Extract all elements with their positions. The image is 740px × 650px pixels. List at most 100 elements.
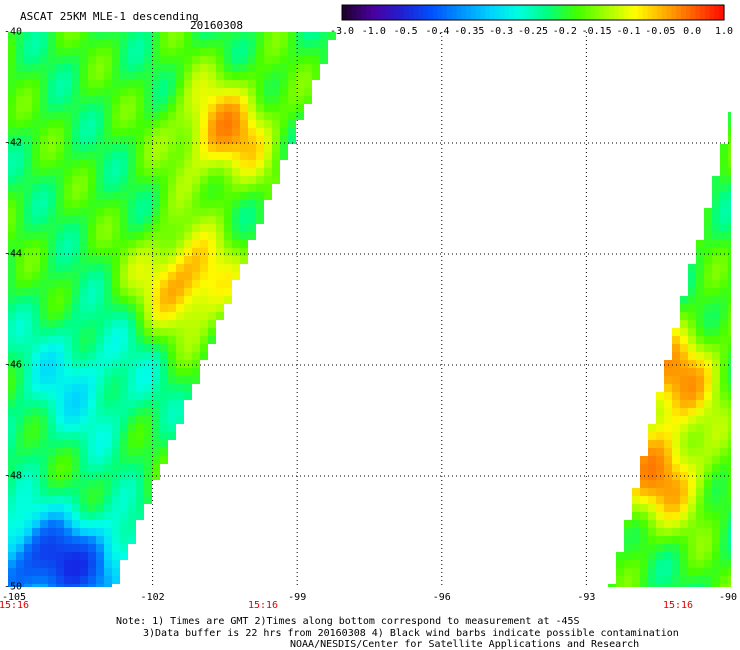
wind-cell — [56, 240, 64, 248]
wind-cell — [16, 528, 24, 536]
wind-cell — [224, 296, 232, 304]
wind-cell — [104, 184, 112, 192]
wind-cell — [696, 560, 704, 568]
wind-cell — [120, 64, 128, 72]
wind-cell — [136, 416, 144, 424]
wind-cell — [168, 304, 176, 312]
wind-cell — [624, 576, 632, 584]
wind-cell — [192, 48, 200, 56]
wind-cell — [688, 400, 696, 408]
wind-cell — [728, 480, 731, 488]
wind-cell — [712, 448, 720, 456]
wind-cell — [728, 424, 731, 432]
wind-cell — [136, 120, 144, 128]
wind-cell — [56, 192, 64, 200]
wind-cell — [704, 464, 712, 472]
wind-cell — [64, 280, 72, 288]
wind-cell — [112, 480, 120, 488]
wind-cell — [24, 352, 32, 360]
wind-cell — [160, 296, 168, 304]
wind-cell — [264, 168, 272, 176]
wind-cell — [104, 320, 112, 328]
wind-cell — [184, 248, 192, 256]
colorbar-segment — [361, 5, 367, 20]
wind-cell — [224, 64, 232, 72]
wind-cell — [24, 296, 32, 304]
colorbar-segment — [380, 5, 386, 20]
wind-cell — [664, 464, 672, 472]
wind-cell — [112, 304, 120, 312]
wind-cell — [144, 464, 152, 472]
wind-cell — [24, 256, 32, 264]
wind-cell — [112, 336, 120, 344]
wind-cell — [128, 160, 136, 168]
wind-cell — [152, 432, 160, 440]
wind-cell — [144, 288, 152, 296]
wind-cell — [40, 360, 48, 368]
wind-cell — [64, 224, 72, 232]
wind-cell — [208, 136, 216, 144]
wind-cell — [688, 384, 696, 392]
wind-cell — [64, 480, 72, 488]
wind-cell — [72, 272, 80, 280]
wind-cell — [80, 264, 88, 272]
wind-cell — [184, 240, 192, 248]
wind-cell — [696, 520, 704, 528]
wind-cell — [112, 256, 120, 264]
wind-cell — [24, 368, 32, 376]
wind-cell — [104, 304, 112, 312]
wind-cell — [712, 504, 720, 512]
wind-cell — [16, 480, 24, 488]
wind-cell — [728, 512, 731, 520]
wind-cell — [688, 520, 696, 528]
wind-cell — [704, 504, 712, 512]
wind-cell — [720, 376, 728, 384]
wind-cell — [48, 88, 56, 96]
wind-cell — [88, 56, 96, 64]
wind-cell — [88, 344, 96, 352]
wind-cell — [40, 216, 48, 224]
wind-cell — [672, 392, 680, 400]
wind-cell — [40, 80, 48, 88]
colorbar-segment — [342, 5, 348, 20]
wind-cell — [208, 40, 216, 48]
wind-cell — [288, 40, 296, 48]
wind-cell — [280, 40, 288, 48]
wind-cell — [152, 304, 160, 312]
wind-cell — [160, 176, 168, 184]
wind-cell — [56, 96, 64, 104]
wind-cell — [8, 576, 16, 584]
wind-cell — [64, 528, 72, 536]
wind-cell — [40, 128, 48, 136]
wind-cell — [16, 456, 24, 464]
wind-cell — [24, 304, 32, 312]
wind-cell — [64, 256, 72, 264]
wind-cell — [272, 160, 280, 168]
wind-cell — [208, 168, 216, 176]
wind-cell — [712, 512, 720, 520]
wind-cell — [224, 144, 232, 152]
wind-cell — [640, 528, 648, 536]
wind-cell — [144, 160, 152, 168]
wind-cell — [80, 416, 88, 424]
wind-cell — [104, 384, 112, 392]
wind-cell — [728, 336, 731, 344]
wind-cell — [144, 392, 152, 400]
wind-cell — [24, 584, 32, 587]
wind-cell — [136, 184, 144, 192]
wind-cell — [96, 88, 104, 96]
wind-cell — [48, 392, 56, 400]
wind-cell — [720, 240, 728, 248]
wind-cell — [160, 40, 168, 48]
wind-cell — [160, 384, 168, 392]
wind-cell — [32, 240, 40, 248]
wind-cell — [696, 240, 704, 248]
wind-cell — [64, 568, 72, 576]
wind-cell — [640, 560, 648, 568]
wind-cell — [8, 288, 16, 296]
wind-cell — [112, 96, 120, 104]
wind-cell — [48, 560, 56, 568]
wind-cell — [104, 80, 112, 88]
wind-cell — [136, 320, 144, 328]
wind-cell — [240, 256, 248, 264]
